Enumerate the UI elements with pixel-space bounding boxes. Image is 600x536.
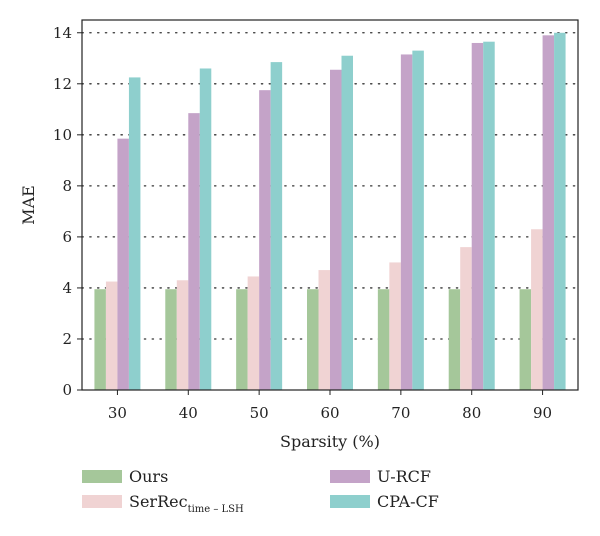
bar-ours-60 [307, 289, 319, 390]
bar-ours-70 [377, 289, 390, 390]
bar-cpa-cf-50 [270, 62, 283, 390]
bar-serrec-50 [247, 276, 260, 390]
y-tick-label: 10 [53, 126, 72, 144]
bar-u-rcf-80 [471, 42, 484, 391]
y-tick-label: 6 [62, 228, 72, 246]
bar-u-rcf-40 [188, 113, 200, 390]
legend-swatch [330, 470, 370, 483]
x-tick-label: 60 [320, 404, 339, 422]
y-tick-label: 8 [62, 177, 72, 195]
y-tick-label: 12 [53, 75, 72, 93]
bar-ours-30 [94, 289, 106, 390]
bar-serrec-60 [318, 270, 330, 390]
legend-swatch [82, 495, 122, 508]
bar-cpa-cf-30 [128, 77, 141, 391]
bar-serrec-90 [531, 229, 543, 390]
legend-label: U-RCF [377, 467, 431, 486]
bar-ours-40 [165, 289, 177, 390]
y-tick-label: 2 [62, 330, 72, 348]
x-tick-label: 50 [250, 404, 269, 422]
bars [94, 32, 566, 391]
x-axis-ticks: 30 40 50 60 70 80 90 [108, 390, 552, 422]
x-tick-label: 30 [108, 404, 127, 422]
legend: Ours SerRectime – LSH U-RCF CPA-CF [82, 467, 439, 515]
x-tick-label: 80 [462, 404, 481, 422]
bar-u-rcf-30 [117, 138, 129, 390]
bar-u-rcf-50 [259, 90, 271, 390]
legend-swatch [82, 470, 122, 483]
legend-item-serrec: SerRectime – LSH [82, 492, 244, 515]
bar-cpa-cf-80 [483, 41, 495, 390]
bar-cpa-cf-60 [341, 55, 353, 391]
bar-cpa-cf-90 [554, 32, 566, 391]
y-axis-title: MAE [19, 185, 38, 225]
bar-ours-80 [448, 289, 461, 390]
bar-ours-90 [519, 289, 532, 390]
y-axis-ticks: 0 2 4 6 8 10 12 14 [53, 24, 82, 399]
x-tick-label: 90 [533, 404, 552, 422]
legend-label: CPA-CF [377, 492, 439, 511]
x-axis-title: Sparsity (%) [280, 432, 380, 451]
bar-u-rcf-70 [400, 54, 413, 391]
legend-item-u-rcf: U-RCF [330, 467, 431, 486]
bar-serrec-80 [460, 247, 472, 390]
bar-serrec-40 [176, 280, 189, 390]
legend-item-cpa-cf: CPA-CF [330, 492, 439, 511]
bar-u-rcf-90 [542, 35, 555, 391]
x-tick-label: 70 [391, 404, 410, 422]
bar-cpa-cf-70 [412, 50, 424, 390]
legend-item-ours: Ours [82, 467, 168, 486]
legend-label: Ours [129, 467, 168, 486]
legend-label: SerRectime – LSH [129, 492, 244, 515]
y-tick-label: 4 [62, 279, 72, 297]
x-tick-label: 40 [179, 404, 198, 422]
grid-lines [81, 32, 579, 340]
bar-u-rcf-60 [330, 69, 342, 391]
bar-ours-50 [236, 289, 248, 390]
bar-cpa-cf-40 [199, 68, 212, 390]
y-tick-label: 14 [53, 24, 72, 42]
y-tick-label: 0 [62, 381, 72, 399]
bar-serrec-30 [105, 281, 118, 390]
legend-swatch [330, 495, 370, 508]
bar-serrec-70 [389, 262, 401, 390]
